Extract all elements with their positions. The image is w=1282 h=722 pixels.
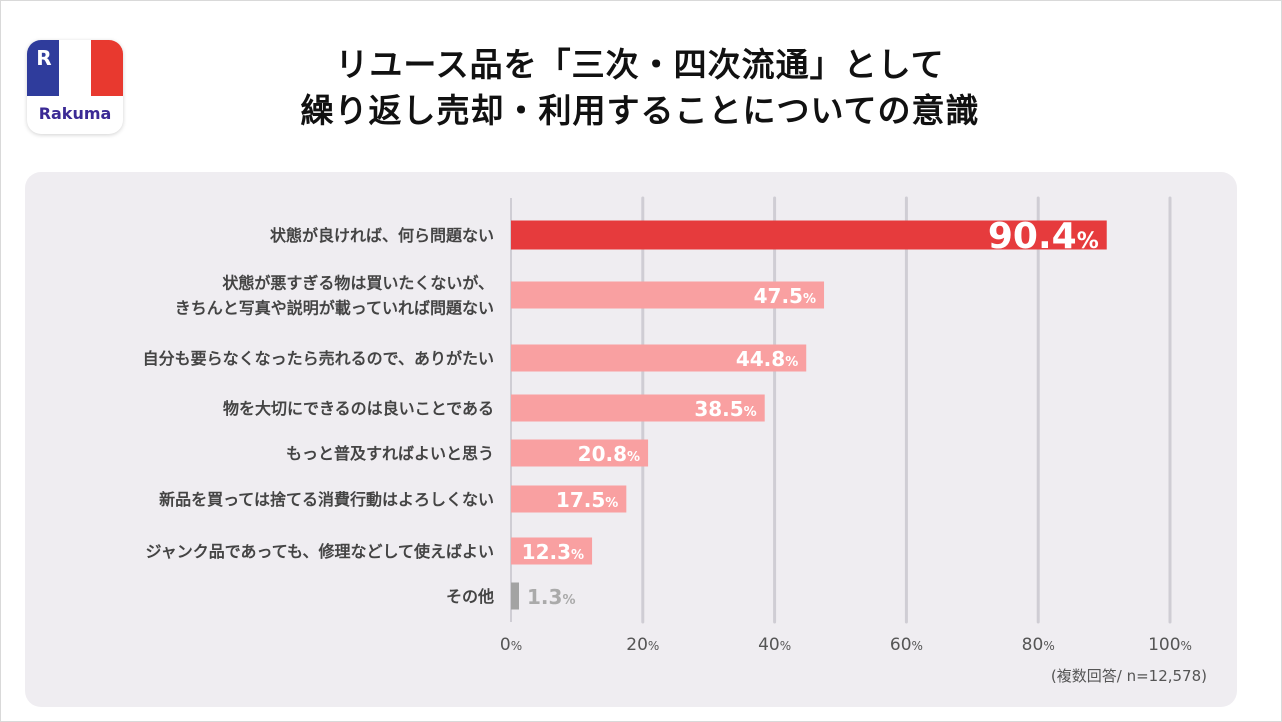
- sample-note: (複数回答/ n=12,578): [1051, 667, 1207, 685]
- category-label: ジャンク品であっても、修理などして使えばよい: [146, 542, 494, 561]
- value-label: 38.5%: [694, 397, 756, 421]
- flag-graphic: [27, 40, 123, 96]
- x-tick-label: 80%: [1022, 635, 1055, 655]
- category-label: 物を大切にできるのは良いことである: [223, 399, 494, 418]
- chart-title-line1: リユース品を「三次・四次流通」として: [335, 45, 945, 84]
- value-label: 1.3%: [527, 585, 575, 609]
- x-tick-label: 20%: [626, 635, 659, 655]
- x-tick-label: 40%: [758, 635, 791, 655]
- category-label: 自分も要らなくなったら売れるので、ありがたい: [143, 349, 494, 368]
- category-label: もっと普及すればよいと思う: [286, 444, 494, 463]
- x-tick-label: 100%: [1148, 635, 1192, 655]
- value-label: 47.5%: [754, 284, 816, 308]
- chart-title: リユース品を「三次・四次流通」として 繰り返し売却・利用することについての意識: [200, 42, 1080, 134]
- value-label: 12.3%: [522, 540, 584, 564]
- category-label: 状態が良ければ、何ら問題ない: [270, 226, 494, 245]
- category-label: 状態が悪すぎる物は買いたくないが、きちんと写真や説明が載っていれば問題ない: [175, 274, 494, 318]
- bar: [511, 582, 519, 610]
- bar: [511, 220, 1107, 250]
- bar: [511, 439, 649, 467]
- bar: [511, 281, 825, 309]
- bar: [511, 344, 807, 372]
- x-tick-label: 0%: [500, 635, 522, 655]
- value-label: 44.8%: [736, 347, 798, 371]
- chart-title-line2: 繰り返し売却・利用することについての意識: [300, 91, 980, 130]
- rakuma-logo: R Rakuma: [27, 40, 123, 134]
- value-label: 20.8%: [578, 442, 640, 466]
- value-label: 17.5%: [556, 488, 618, 512]
- bar: [511, 537, 593, 565]
- category-label: その他: [446, 587, 494, 606]
- logo-text: Rakuma: [38, 104, 112, 123]
- category-label: 新品を買っては捨てる消費行動はよろしくない: [159, 490, 494, 509]
- x-tick-label: 60%: [890, 635, 923, 655]
- bar: [511, 394, 765, 422]
- logo-r-mark: R: [36, 46, 52, 70]
- value-label: 90.4%: [988, 216, 1099, 257]
- bar: [511, 485, 627, 513]
